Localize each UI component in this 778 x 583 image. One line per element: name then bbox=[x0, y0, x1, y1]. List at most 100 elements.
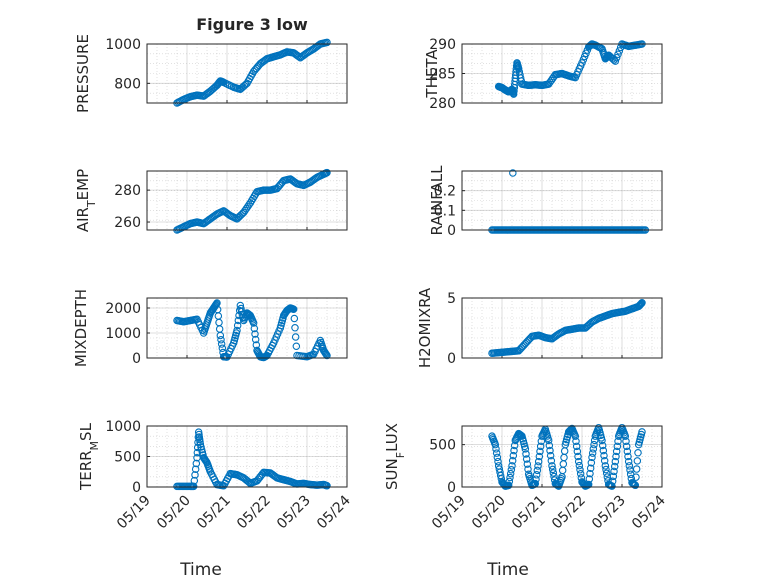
grid bbox=[146, 43, 348, 103]
y-tick-label: 1000 bbox=[105, 37, 141, 53]
data-points bbox=[494, 40, 646, 98]
x-tick-label: 05/20 bbox=[469, 493, 509, 533]
data-point bbox=[586, 469, 594, 478]
data-point bbox=[506, 473, 514, 482]
y-label-main: TERR bbox=[77, 450, 95, 491]
x-tick-labels: 05/19 05/20 05/21 05/22 05/23 05/24 bbox=[429, 492, 669, 532]
data-point bbox=[510, 446, 518, 455]
y-label-suffix: EMP bbox=[74, 169, 92, 200]
y-label-suffix: LUX bbox=[383, 423, 401, 452]
y-label-subscript: M bbox=[88, 441, 101, 451]
data-point bbox=[249, 319, 258, 327]
y-tick-labels: 280 285 290 bbox=[429, 37, 456, 112]
data-point bbox=[536, 447, 544, 456]
data-point bbox=[608, 477, 617, 485]
data-point bbox=[545, 441, 554, 450]
data-point bbox=[524, 465, 532, 473]
data-point bbox=[522, 450, 530, 458]
data-point bbox=[612, 53, 621, 62]
data-point bbox=[532, 471, 541, 479]
y-tick-labels: 05 bbox=[447, 291, 456, 367]
data-point bbox=[323, 351, 331, 360]
data-point bbox=[633, 457, 642, 465]
data-point bbox=[613, 442, 622, 451]
data-point bbox=[521, 445, 530, 453]
x-tick-label: 05/24 bbox=[629, 492, 669, 532]
y-axis-label: THETA bbox=[423, 49, 441, 99]
x-tick-label: 05/24 bbox=[314, 492, 354, 532]
data-point bbox=[574, 457, 583, 466]
axes-box bbox=[146, 425, 348, 488]
axes-box bbox=[146, 43, 348, 104]
data-point bbox=[573, 447, 582, 456]
data-point bbox=[546, 451, 555, 460]
data-point bbox=[292, 342, 301, 350]
x-tick-label: 05/21 bbox=[194, 493, 234, 533]
subplot-h2omixra: 05 H2OMIXRA bbox=[416, 287, 663, 368]
x-tick-label: 05/19 bbox=[429, 493, 469, 533]
data-point bbox=[215, 325, 224, 333]
data-point bbox=[608, 482, 616, 490]
data-point bbox=[636, 300, 645, 308]
data-point bbox=[632, 465, 641, 473]
data-point bbox=[587, 459, 596, 467]
data-point bbox=[632, 473, 640, 481]
y-tick-label: 800 bbox=[114, 76, 141, 92]
data-point bbox=[492, 449, 501, 457]
data-point bbox=[504, 481, 513, 490]
y-label-main: H2OMIXRA bbox=[416, 287, 434, 368]
data-point bbox=[602, 465, 610, 474]
data-point bbox=[584, 480, 593, 489]
y-tick-label: 1000 bbox=[105, 326, 141, 342]
data-point bbox=[560, 453, 568, 462]
data-point bbox=[638, 299, 646, 307]
y-tick-label: 0.2 bbox=[434, 184, 456, 200]
x-axis-label: Time bbox=[486, 560, 529, 580]
data-point bbox=[637, 299, 646, 308]
data-point bbox=[622, 437, 630, 445]
y-label-main: THETA bbox=[423, 49, 441, 99]
data-point bbox=[323, 168, 331, 177]
data-point bbox=[214, 312, 223, 320]
data-point bbox=[636, 301, 644, 309]
subplot-mixdepth: 0 1000 2000 MIXDEPTH bbox=[72, 289, 348, 367]
grid bbox=[461, 171, 663, 231]
data-point bbox=[585, 475, 594, 483]
data-point bbox=[610, 462, 619, 471]
data-point bbox=[535, 452, 544, 461]
subplot-theta: 280 285 290 THETA bbox=[423, 37, 663, 112]
y-tick-labels: 0 0.1 0.2 bbox=[434, 184, 456, 239]
data-point bbox=[233, 321, 242, 330]
data-point bbox=[598, 436, 606, 445]
subplot-air-temp: 260 280 AIRTEMP bbox=[74, 168, 348, 234]
data-point bbox=[572, 437, 580, 445]
y-tick-label: 1000 bbox=[105, 419, 141, 435]
axes-box bbox=[461, 297, 663, 359]
axes-box bbox=[461, 425, 663, 488]
data-point bbox=[190, 476, 199, 485]
data-point bbox=[600, 451, 608, 460]
data-point bbox=[610, 467, 618, 476]
figure-title: Figure 3 low bbox=[196, 15, 308, 34]
data-point bbox=[534, 457, 543, 466]
data-point bbox=[612, 447, 621, 456]
axes-box bbox=[461, 43, 663, 104]
y-axis-label: TERRMSL bbox=[77, 422, 101, 491]
data-point bbox=[251, 335, 260, 344]
y-axis-label: H2OMIXRA bbox=[416, 287, 434, 368]
y-axis-label: RAINFALL bbox=[428, 165, 446, 236]
y-label-main: RAINFALL bbox=[428, 165, 446, 236]
data-point bbox=[572, 442, 581, 451]
data-point bbox=[532, 475, 540, 483]
data-point bbox=[622, 442, 631, 451]
data-point bbox=[492, 445, 500, 453]
data-point bbox=[558, 466, 567, 475]
data-point bbox=[323, 38, 331, 47]
data-point bbox=[621, 432, 630, 440]
data-point bbox=[509, 451, 518, 460]
data-point bbox=[216, 331, 225, 340]
subplot-pressure: 800 1000 PRESSURE bbox=[74, 34, 348, 113]
data-point bbox=[611, 457, 620, 466]
data-point bbox=[571, 432, 580, 440]
x-tick-label: 05/21 bbox=[509, 493, 549, 533]
